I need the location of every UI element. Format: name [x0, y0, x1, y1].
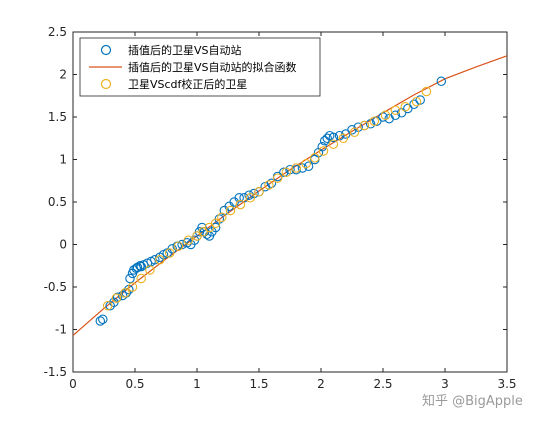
y-tick-label-5: 1	[59, 153, 67, 167]
data-point	[369, 116, 380, 126]
legend-marker-interp	[100, 44, 112, 56]
data-point	[136, 273, 146, 284]
legend-marker-corrected	[100, 78, 112, 90]
data-point	[125, 273, 135, 284]
data-point	[264, 180, 274, 190]
data-point	[164, 248, 175, 258]
data-point	[150, 255, 160, 265]
x-tick-label-7: 3.5	[497, 377, 516, 391]
y-tick-label-8: 2.5	[48, 25, 67, 39]
data-point	[173, 241, 184, 251]
data-point	[234, 193, 244, 203]
data-point	[318, 146, 329, 156]
x-tick-label-1: 0.5	[125, 377, 144, 391]
data-point	[400, 102, 411, 112]
data-point	[120, 288, 130, 298]
legend: 插值后的卫星VS自动站 插值后的卫星VS自动站的拟合函数 卫星VScdf校正后的…	[79, 37, 321, 97]
y-tick-label-2: -0.5	[44, 280, 67, 294]
data-point	[132, 262, 143, 273]
data-point	[272, 173, 283, 183]
x-tick-label-4: 2	[317, 377, 325, 391]
data-point	[359, 120, 370, 131]
y-tick-label-0: -1.5	[44, 365, 67, 379]
data-point	[301, 158, 311, 169]
x-tick-label-0: 0	[69, 377, 77, 391]
data-point	[378, 112, 388, 122]
data-point	[322, 133, 332, 144]
data-point	[279, 167, 289, 178]
y-tick-label-1: -1	[55, 323, 67, 337]
data-point	[390, 105, 401, 115]
data-point	[102, 300, 113, 311]
data-point	[225, 205, 236, 216]
data-point	[328, 132, 339, 143]
data-point	[390, 110, 401, 121]
data-point	[328, 139, 339, 149]
data-point	[98, 314, 108, 325]
y-tick-label-7: 2	[59, 68, 67, 82]
data-point	[155, 255, 165, 265]
x-tick-label-6: 3	[441, 377, 449, 391]
legend-label-fit: 插值后的卫星VS自动站的拟合函数	[128, 60, 297, 74]
data-point	[319, 136, 330, 146]
y-tick-label-3: 0	[59, 238, 67, 252]
data-point	[317, 142, 327, 152]
data-point	[436, 76, 447, 87]
data-point	[235, 199, 246, 210]
data-point	[217, 212, 227, 223]
data-point	[95, 316, 106, 326]
series-2	[102, 86, 432, 311]
data-point	[111, 293, 122, 303]
data-point	[411, 96, 422, 107]
data-point	[210, 222, 221, 233]
data-point	[380, 110, 391, 121]
data-point	[281, 167, 292, 178]
axes-layer: 0 0.5 1 1.5 2 2.5 3 3.5 -1.5 -1 -0.5 0 0.5 1 1.5 2 2.5	[44, 25, 517, 391]
data-point	[112, 292, 123, 302]
data-point	[310, 153, 320, 163]
data-point	[266, 178, 277, 189]
x-tick-label-3: 1.5	[249, 377, 268, 391]
x-tick-label-5: 2.5	[373, 377, 392, 391]
data-point	[245, 193, 256, 203]
x-tick-label-2: 1	[193, 377, 201, 391]
legend-label-corrected: 卫星VScdf校正后的卫星	[128, 77, 247, 91]
y-tick-label-6: 1.5	[48, 110, 67, 124]
data-point	[183, 235, 194, 246]
data-point	[291, 163, 301, 173]
series-layer	[72, 55, 508, 336]
data-point	[347, 125, 357, 135]
legend-label-interp: 插值后的卫星VS自动站	[128, 43, 242, 57]
data-point	[421, 86, 432, 97]
data-point	[145, 265, 155, 275]
data-point	[210, 218, 221, 229]
data-point	[349, 127, 360, 138]
watermark: 知乎 @BigApple	[422, 393, 523, 409]
data-point	[127, 282, 138, 292]
data-point	[254, 187, 264, 197]
data-point	[303, 161, 314, 172]
y-tick-label-4: 0.5	[48, 195, 67, 209]
data-point	[338, 133, 349, 144]
